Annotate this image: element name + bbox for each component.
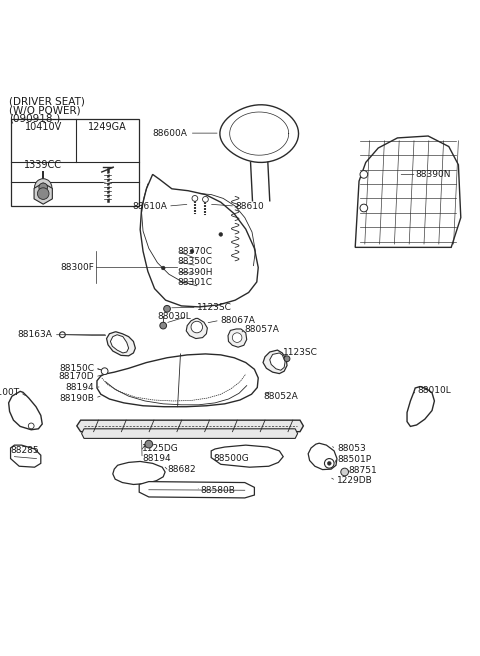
Polygon shape xyxy=(77,420,303,432)
Circle shape xyxy=(39,183,48,192)
Text: 88057A: 88057A xyxy=(245,325,280,334)
Circle shape xyxy=(60,332,65,338)
Text: 88170D: 88170D xyxy=(59,373,94,381)
Text: 88150C: 88150C xyxy=(59,364,94,373)
Polygon shape xyxy=(407,386,434,426)
Text: 1123SC: 1123SC xyxy=(197,303,232,312)
Polygon shape xyxy=(228,329,247,347)
Text: 10410V: 10410V xyxy=(24,123,62,133)
Polygon shape xyxy=(186,318,207,338)
Text: 88194: 88194 xyxy=(65,383,94,392)
Text: 88067A: 88067A xyxy=(221,316,256,325)
Circle shape xyxy=(160,322,167,329)
Circle shape xyxy=(203,197,208,202)
Circle shape xyxy=(232,333,242,342)
Text: 88100T: 88100T xyxy=(0,388,19,397)
Circle shape xyxy=(101,368,108,375)
Polygon shape xyxy=(308,443,337,470)
Circle shape xyxy=(28,423,34,429)
Text: 88052A: 88052A xyxy=(263,392,298,401)
Text: 88010L: 88010L xyxy=(418,386,451,395)
Circle shape xyxy=(35,178,52,196)
Circle shape xyxy=(284,356,290,361)
Polygon shape xyxy=(9,392,42,430)
Text: 1249GA: 1249GA xyxy=(88,123,127,133)
Circle shape xyxy=(192,195,198,201)
Text: 88370C: 88370C xyxy=(178,247,213,256)
Circle shape xyxy=(219,232,223,236)
Text: (DRIVER SEAT): (DRIVER SEAT) xyxy=(9,96,84,107)
Text: 88600A: 88600A xyxy=(152,129,187,138)
Text: 88682: 88682 xyxy=(167,464,196,474)
Text: 88390H: 88390H xyxy=(178,268,213,277)
Text: 88190B: 88190B xyxy=(59,394,94,403)
Circle shape xyxy=(190,249,194,253)
Text: 88350C: 88350C xyxy=(178,257,213,266)
Text: 88751: 88751 xyxy=(348,466,377,474)
Polygon shape xyxy=(355,136,461,247)
Text: 88610A: 88610A xyxy=(132,201,167,211)
Circle shape xyxy=(161,266,165,270)
Polygon shape xyxy=(97,354,258,407)
Text: 88053: 88053 xyxy=(337,445,366,453)
Text: 88301C: 88301C xyxy=(178,278,213,287)
Text: 88580B: 88580B xyxy=(201,485,236,495)
Circle shape xyxy=(164,306,170,312)
Text: 88501P: 88501P xyxy=(337,455,371,464)
Text: 88390N: 88390N xyxy=(416,170,451,179)
Text: 1339CC: 1339CC xyxy=(24,160,62,170)
Polygon shape xyxy=(211,445,283,467)
Circle shape xyxy=(341,468,348,476)
Polygon shape xyxy=(82,429,298,438)
Circle shape xyxy=(360,171,368,178)
Polygon shape xyxy=(107,332,135,356)
Circle shape xyxy=(327,461,331,465)
Circle shape xyxy=(324,459,334,468)
Circle shape xyxy=(360,204,368,212)
Polygon shape xyxy=(139,482,254,498)
Text: (W/O POWER): (W/O POWER) xyxy=(9,105,80,115)
Text: 88285: 88285 xyxy=(11,446,39,455)
Bar xyxy=(11,119,139,205)
Text: 88300F: 88300F xyxy=(60,262,94,272)
Polygon shape xyxy=(34,183,52,204)
Text: 88610: 88610 xyxy=(235,201,264,211)
Polygon shape xyxy=(263,350,287,374)
Text: 88163A: 88163A xyxy=(17,330,52,339)
Polygon shape xyxy=(220,105,299,163)
Text: 88500G: 88500G xyxy=(213,454,249,463)
Text: 88194: 88194 xyxy=(142,454,171,463)
Text: 1123SC: 1123SC xyxy=(283,348,318,358)
Circle shape xyxy=(37,188,49,199)
Polygon shape xyxy=(270,353,285,370)
Text: 1229DB: 1229DB xyxy=(337,476,372,485)
Text: 1125DG: 1125DG xyxy=(142,445,179,453)
Circle shape xyxy=(145,440,153,448)
Polygon shape xyxy=(11,445,41,467)
Text: 88030L: 88030L xyxy=(157,312,191,321)
Circle shape xyxy=(191,321,203,333)
Polygon shape xyxy=(140,174,258,307)
Polygon shape xyxy=(113,461,165,485)
Text: (090918-): (090918-) xyxy=(9,114,60,124)
Polygon shape xyxy=(110,335,129,353)
